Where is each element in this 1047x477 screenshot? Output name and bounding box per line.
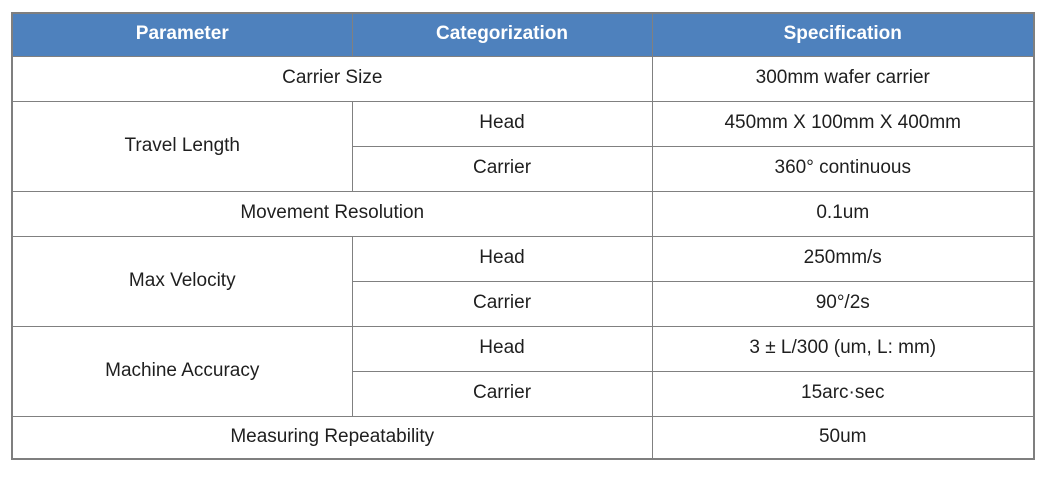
column-header-categorization: Categorization — [351, 12, 653, 57]
specification-cell: 90°/2s — [651, 280, 1035, 327]
categorization-cell: Head — [351, 100, 653, 147]
parameter-cell: Machine Accuracy — [11, 325, 353, 417]
table-row-travel-length-carrier: Carrier 360° continuous — [12, 145, 1035, 192]
categorization-cell: Head — [351, 235, 653, 282]
column-header-specification: Specification — [651, 12, 1035, 57]
parameter-cell: Measuring Repeatability — [11, 415, 653, 460]
parameter-cell: Travel Length — [11, 100, 353, 192]
parameter-cell: Carrier Size — [11, 55, 653, 102]
table-row-movement-resolution: Movement Resolution 0.1um — [11, 190, 1035, 237]
table-row-machine-accuracy-carrier: Carrier 15arc·sec — [12, 370, 1035, 417]
specification-cell: 250mm/s — [651, 235, 1035, 282]
categorization-cell: Carrier — [351, 280, 653, 327]
table-row-measuring-repeatability: Measuring Repeatability 50um — [11, 415, 1035, 460]
specification-cell: 50um — [651, 415, 1035, 460]
specification-cell: 0.1um — [651, 190, 1035, 237]
table-row-carrier-size: Carrier Size 300mm wafer carrier — [11, 55, 1035, 102]
table-row-max-velocity-carrier: Carrier 90°/2s — [12, 280, 1035, 327]
categorization-cell: Carrier — [351, 370, 653, 417]
table-row-max-velocity-head: Max Velocity Head 250mm/s — [11, 235, 1035, 327]
header-row: Parameter Categorization Specification — [11, 12, 1035, 57]
column-header-parameter: Parameter — [11, 12, 353, 57]
specification-cell: 3 ± L/300 (um, L: mm) — [651, 325, 1035, 372]
specification-cell: 360° continuous — [651, 145, 1035, 192]
table-row-travel-length-head: Travel Length Head 450mm X 100mm X 400mm — [11, 100, 1035, 192]
table-row-machine-accuracy-head: Machine Accuracy Head 3 ± L/300 (um, L: … — [11, 325, 1035, 417]
parameter-cell: Max Velocity — [11, 235, 353, 327]
categorization-cell: Carrier — [351, 145, 653, 192]
specification-cell: 450mm X 100mm X 400mm — [651, 100, 1035, 147]
specification-cell: 300mm wafer carrier — [651, 55, 1035, 102]
parameter-cell: Movement Resolution — [11, 190, 653, 237]
specification-cell: 15arc·sec — [651, 370, 1035, 417]
specification-table: Parameter Categorization Specification C… — [11, 12, 1035, 460]
categorization-cell: Head — [351, 325, 653, 372]
